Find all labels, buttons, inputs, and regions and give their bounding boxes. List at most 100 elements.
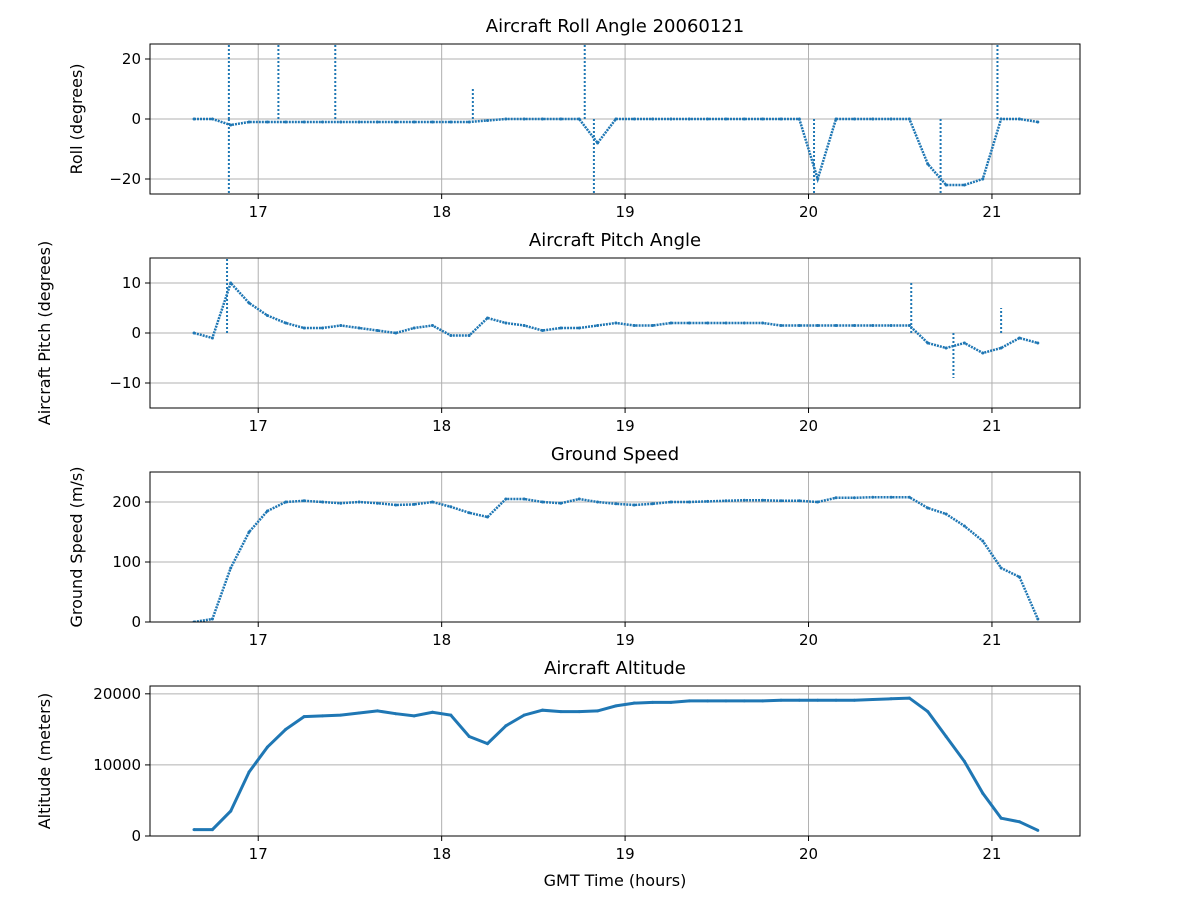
- data-point: [522, 324, 526, 327]
- data-point: [320, 120, 324, 124]
- data-point: [742, 498, 746, 502]
- data-point: [981, 351, 985, 355]
- data-point: [412, 120, 416, 124]
- data-point: [596, 141, 600, 145]
- data-point: [247, 770, 251, 774]
- data-point: [761, 321, 765, 325]
- data-point: [577, 326, 581, 330]
- x-tick-label: 21: [982, 203, 1001, 221]
- x-tick-label: 20: [799, 203, 818, 221]
- data-point: [430, 500, 434, 504]
- data-point: [302, 715, 306, 719]
- data-point: [724, 699, 728, 703]
- data-point: [577, 117, 581, 121]
- subplot-title: Aircraft Altitude: [544, 658, 686, 679]
- y-tick-label: 100: [112, 553, 141, 571]
- data-point: [486, 742, 490, 746]
- subplot-title: Ground Speed: [551, 444, 679, 465]
- x-tick-label: 18: [432, 203, 451, 221]
- data-point: [797, 324, 801, 327]
- data-point: [357, 120, 361, 124]
- series-1: [192, 258, 1040, 378]
- data-point: [412, 326, 416, 330]
- y-axis-label: Aircraft Pitch (degrees): [35, 241, 54, 425]
- data-point: [394, 331, 398, 335]
- data-point: [192, 117, 196, 121]
- data-point: [724, 117, 728, 121]
- data-point: [797, 499, 801, 503]
- data-point: [669, 321, 673, 325]
- data-point: [724, 499, 728, 503]
- data-point: [852, 117, 856, 121]
- series-line: [194, 696, 1039, 832]
- data-point: [706, 699, 710, 703]
- data-point: [834, 117, 838, 121]
- x-tick-label: 19: [616, 845, 635, 863]
- y-tick-label: 0: [131, 827, 141, 845]
- data-point: [669, 500, 673, 504]
- data-point: [284, 120, 288, 124]
- data-point: [834, 496, 838, 500]
- y-tick-label: −10: [109, 374, 141, 392]
- data-point: [394, 503, 398, 507]
- data-point: [871, 698, 875, 702]
- data-point: [706, 117, 710, 121]
- data-point: [357, 500, 361, 504]
- data-point: [632, 701, 636, 705]
- data-point: [632, 503, 636, 507]
- y-tick-label: 0: [131, 324, 141, 342]
- x-tick-label: 19: [616, 203, 635, 221]
- data-point: [614, 117, 618, 121]
- data-point: [192, 828, 196, 832]
- data-point: [962, 759, 966, 763]
- data-point: [1017, 575, 1021, 579]
- data-point: [834, 324, 838, 327]
- y-tick-label: 200: [112, 493, 141, 511]
- data-point: [302, 120, 306, 124]
- axes-frame: [149, 471, 1081, 623]
- x-tick-label: 20: [799, 845, 818, 863]
- subplot-1: 17 18 19 20 21 −10 0 10 Aircraft Pitch Angle Airc…: [35, 230, 1081, 435]
- data-point: [339, 324, 343, 327]
- data-point: [339, 713, 343, 717]
- data-point: [999, 346, 1003, 350]
- data-point: [687, 699, 691, 703]
- data-point: [651, 502, 655, 506]
- data-point: [375, 709, 379, 713]
- data-point: [522, 497, 526, 501]
- axes-frame: [149, 685, 1081, 837]
- data-point: [724, 321, 728, 325]
- data-point: [559, 117, 563, 121]
- data-point: [486, 119, 490, 122]
- data-point: [907, 696, 911, 700]
- data-point: [816, 324, 820, 327]
- x-tick-label: 17: [249, 417, 268, 435]
- x-axis-label: GMT Time (hours): [544, 871, 687, 890]
- data-point: [1017, 336, 1021, 340]
- subplot-2: 17 18 19 20 21 0 100 200 Ground Speed Ground Spee…: [67, 444, 1081, 649]
- x-tick-label: 21: [982, 417, 1001, 435]
- data-point: [320, 714, 324, 718]
- data-point: [651, 117, 655, 121]
- data-point: [357, 326, 361, 330]
- data-point: [779, 698, 783, 702]
- series-3: [192, 696, 1040, 832]
- data-point: [816, 177, 820, 181]
- data-point: [486, 316, 490, 320]
- data-point: [834, 698, 838, 702]
- data-point: [779, 499, 783, 503]
- data-point: [687, 500, 691, 504]
- data-point: [265, 509, 269, 513]
- data-point: [761, 117, 765, 121]
- data-point: [852, 698, 856, 702]
- data-point: [962, 341, 966, 345]
- data-point: [614, 321, 618, 325]
- data-point: [907, 117, 911, 121]
- x-tick-label: 18: [432, 417, 451, 435]
- data-point: [944, 346, 948, 350]
- data-point: [687, 321, 691, 325]
- data-point: [981, 791, 985, 795]
- data-point: [339, 120, 343, 124]
- data-point: [797, 698, 801, 702]
